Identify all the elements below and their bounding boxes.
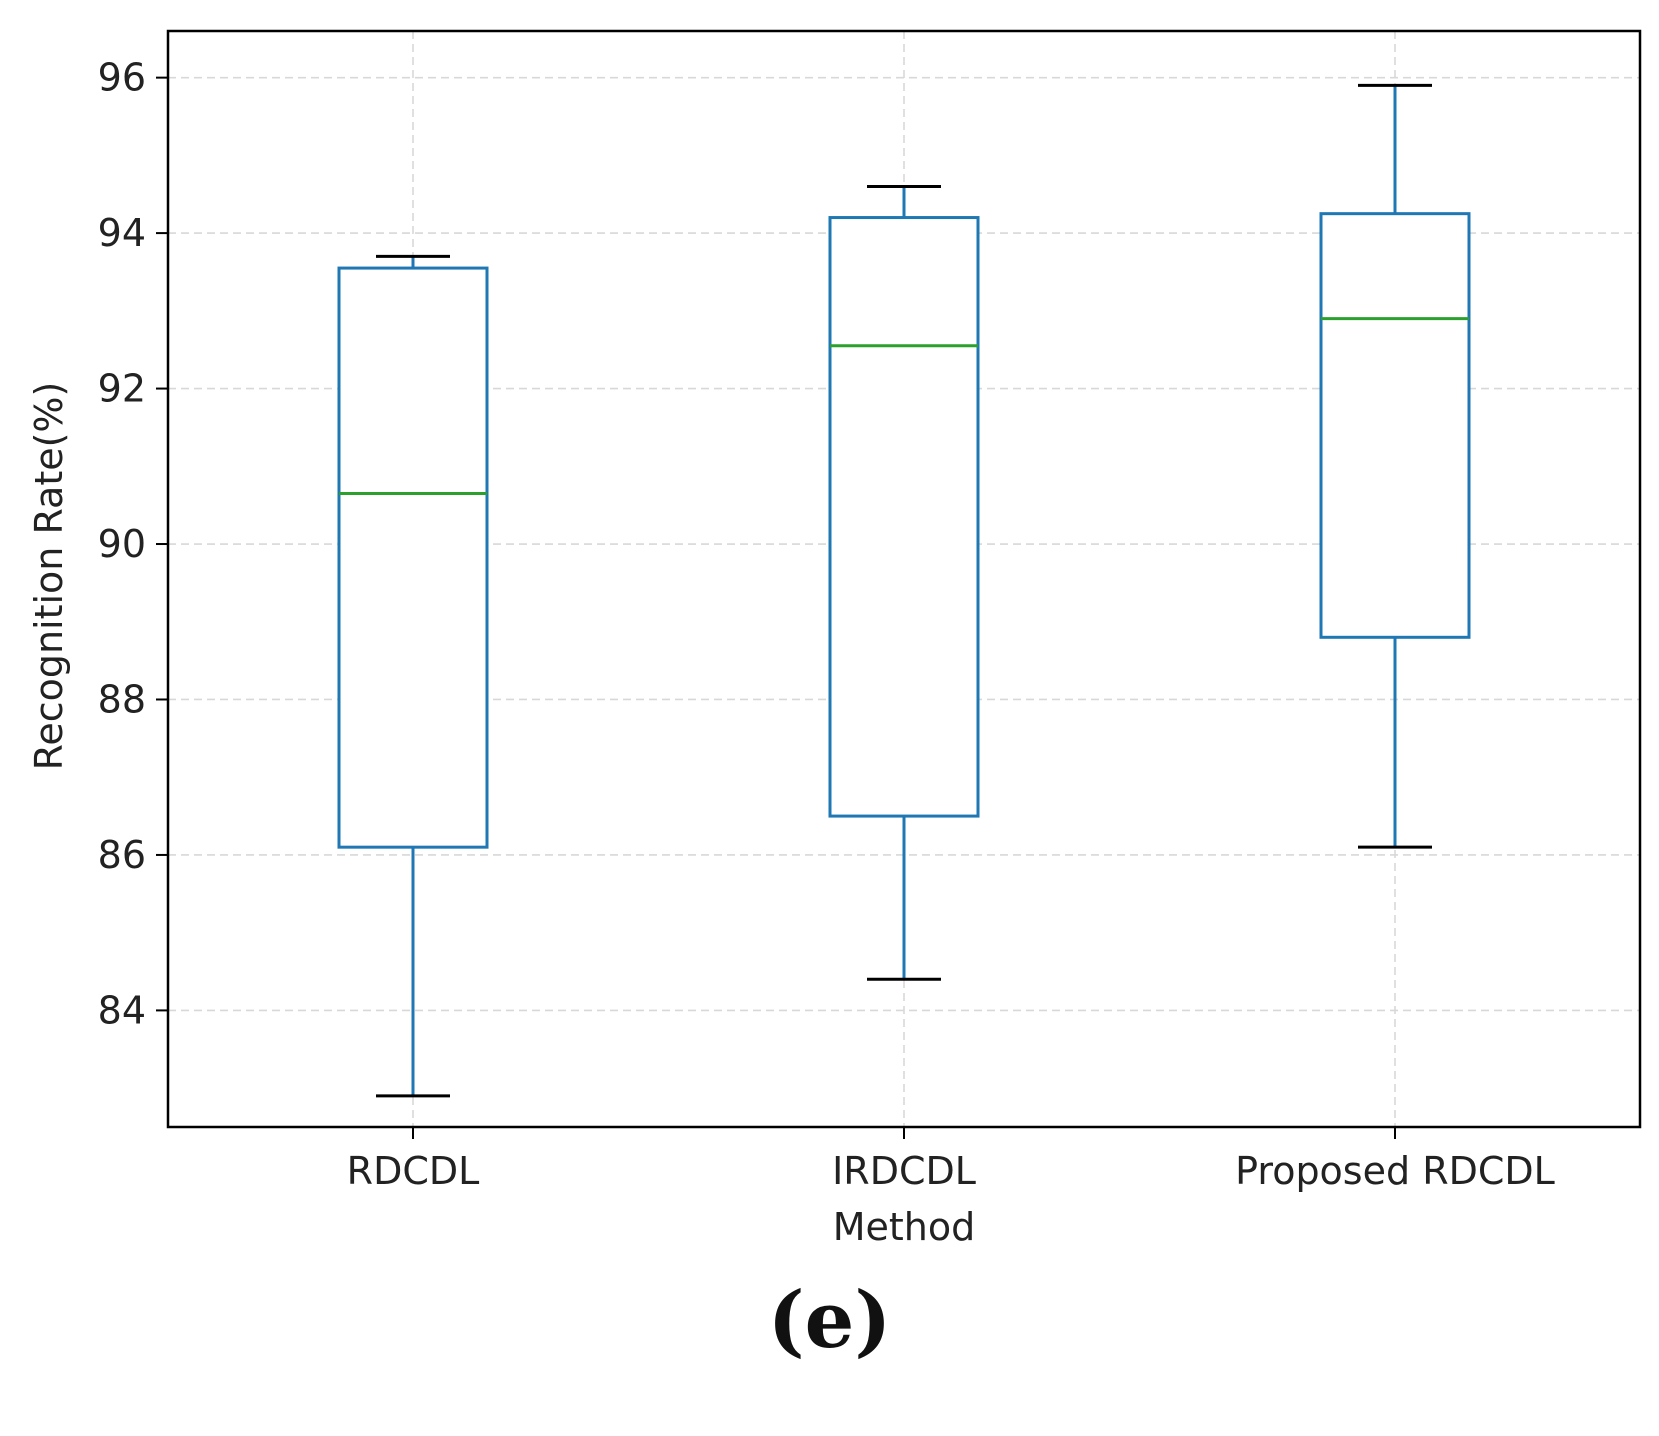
y-tick-label: 84 (98, 988, 146, 1032)
y-tick-label: 96 (98, 56, 146, 100)
iqr-box (1319, 212, 1471, 639)
iqr-box (828, 216, 980, 818)
y-axis: 84 86 88 90 92 94 96 (98, 56, 168, 1032)
iqr-box (337, 266, 489, 849)
y-tick-label: 86 (98, 833, 146, 877)
x-tick-label: RDCDL (347, 1149, 480, 1193)
x-axis: RDCDL IRDCDL Proposed RDCDL (347, 1127, 1555, 1193)
y-tick-label: 88 (98, 677, 146, 721)
box-rdcdl (337, 254, 489, 1098)
box-series (337, 83, 1471, 1098)
box-plot-chart: 84 86 88 90 92 94 96 RDCDL IRDCDL Proposed RDCDL… (27, 29, 1642, 1249)
y-axis-title: Recognition Rate(%) (27, 382, 71, 771)
y-tick-label: 92 (98, 367, 146, 411)
x-axis-title: Method (833, 1205, 976, 1249)
box-proposed-rdcdl (1319, 83, 1471, 849)
y-tick-label: 94 (98, 211, 146, 255)
x-tick-label: IRDCDL (832, 1149, 976, 1193)
panel-label: (e) (767, 1275, 892, 1366)
y-tick-label: 90 (98, 522, 146, 566)
box-irdcdl (828, 184, 980, 981)
x-tick-label: Proposed RDCDL (1235, 1149, 1555, 1193)
